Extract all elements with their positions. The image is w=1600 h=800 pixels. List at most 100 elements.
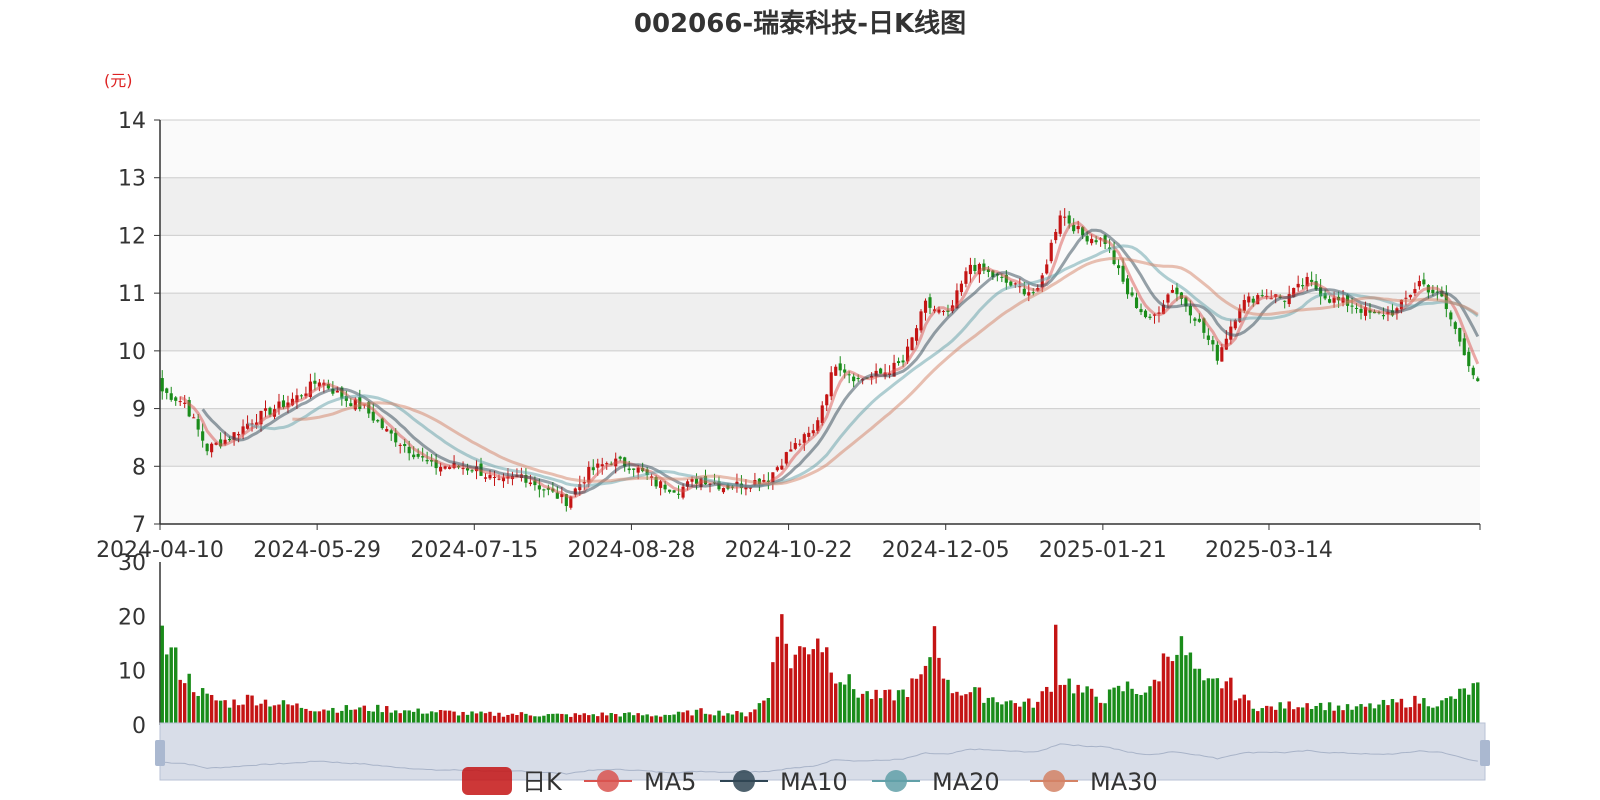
volume-bar [268,706,272,725]
volume-bar [789,668,793,725]
volume-bar [883,689,887,725]
volume-bar [1175,654,1179,725]
legend-item-kline[interactable]: 日K [462,767,563,796]
price-tick-label: 14 [118,109,146,134]
price-tick-label: 11 [118,282,146,307]
zoom-track[interactable] [159,722,1486,781]
volume-bar [1314,706,1318,725]
candlestick [1072,218,1076,234]
volume-bar [744,716,748,725]
volume-bar [757,703,762,725]
candlestick [470,469,474,473]
volume-bar [829,672,833,725]
volume-bar [537,716,542,725]
legend-item-ma20[interactable]: MA20 [872,768,1000,796]
volume-bar [838,682,842,725]
volume-bar [1040,691,1044,725]
volume-bar [326,710,331,725]
volume-bar [1215,678,1220,725]
volume-bar [1022,701,1026,725]
volume-bar [622,712,627,725]
volume-bar [793,654,798,725]
volume-bar [1143,692,1148,725]
volume-bar [609,713,613,725]
volume-bar [1206,678,1211,725]
volume-bar [317,711,322,725]
candlestick [1166,293,1170,308]
volume-bar [299,707,304,725]
candlestick [1143,309,1148,319]
volume-bar [1161,653,1166,725]
volume-bar [340,710,344,725]
volume-bar [605,715,609,725]
volume-bar [488,711,492,725]
candlestick [919,309,923,333]
volume-bar [1476,682,1480,725]
volume-bar [820,652,824,725]
volume-bar [214,700,218,725]
candlestick [1328,295,1332,304]
volume-bar [842,684,847,725]
candlestick [672,489,676,493]
volume-bar [1462,688,1466,725]
legend-item-ma30[interactable]: MA30 [1030,768,1158,796]
time-tick-label: 2024-07-15 [410,538,538,563]
candlestick [1170,284,1175,294]
candlestick [834,364,838,376]
candlestick [825,393,829,412]
candlestick [483,473,488,482]
volume-bar [1265,705,1269,725]
volume-bar [1107,689,1112,725]
candlestick [1319,278,1323,305]
volume-bar [1098,702,1103,725]
volume-bar [1449,696,1453,725]
candlestick [286,395,290,413]
volume-bar [681,712,685,725]
volume-bar [272,705,277,725]
volume-bar [1202,680,1206,725]
volume-bar [1404,707,1408,725]
volume-bar [973,687,977,725]
volume-bar [591,714,595,725]
volume-bar [878,698,883,725]
candlestick [371,403,375,424]
zoom-preview-line [162,743,1478,775]
volume-bar [1287,701,1291,725]
candlestick [1054,228,1058,244]
volume-bar [928,657,932,725]
data-zoom-slider[interactable] [155,722,1490,781]
volume-bar [834,683,838,725]
volume-bar [1413,695,1417,725]
legend-item-ma5[interactable]: MA5 [584,768,696,796]
zoom-handle-left[interactable] [155,740,165,766]
volume-bar [1291,709,1296,725]
volume-bar [658,716,663,725]
zoom-handle-right[interactable] [1480,740,1490,766]
volume-bar [991,697,995,725]
volume-bar [775,636,780,725]
candlestick [1058,210,1062,237]
candlestick [1417,275,1421,290]
volume-bar [1256,711,1260,725]
candlestick [910,336,914,351]
price-band [160,466,1480,524]
candlestick [1453,320,1457,335]
volume-bar [1323,710,1327,725]
volume-bar [721,715,726,725]
legend-item-ma10[interactable]: MA10 [720,768,848,796]
volume-bar [1148,686,1152,725]
candlestick [160,370,164,400]
volume-bar [1139,694,1143,725]
candlestick [1301,278,1305,290]
volume-bar [533,716,537,725]
volume-bar [780,614,784,725]
volume-bar [497,712,501,725]
price-tick-label: 9 [132,398,146,423]
volume-bar [398,713,402,725]
candlestick [263,400,268,418]
volume-bar [1408,707,1413,725]
volume-bar [640,715,645,725]
candlestick [1215,341,1219,365]
volume-bar [515,715,519,725]
